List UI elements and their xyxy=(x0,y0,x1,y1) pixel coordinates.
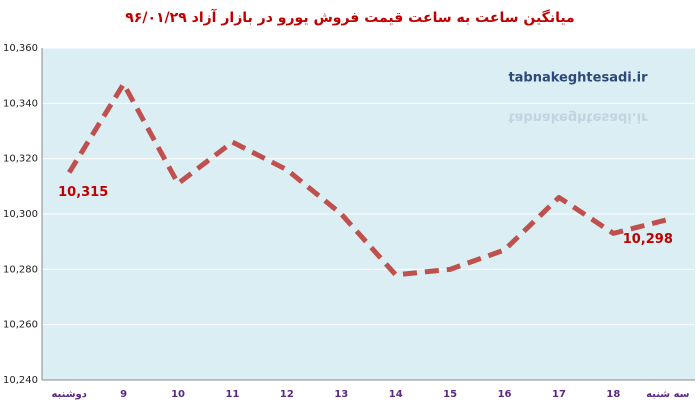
x-tick-label: 9 xyxy=(120,389,127,400)
data-label: 10,298 xyxy=(623,232,673,247)
x-tick-label: 13 xyxy=(334,389,348,400)
x-tick-label: 10 xyxy=(171,389,185,400)
line xyxy=(67,81,669,278)
watermark-reflection: tabnakeghtesadi.ir xyxy=(508,110,648,125)
x-tick-label: 17 xyxy=(552,389,566,400)
data-label: 10,315 xyxy=(58,185,108,200)
x-tick-label: 12 xyxy=(280,389,294,400)
y-tick-label: 10,280 xyxy=(3,264,38,275)
y-tick-label: 10,360 xyxy=(3,43,38,54)
y-tick-label: 10,300 xyxy=(3,209,38,220)
x-tick-label: سه شنبه xyxy=(646,389,690,400)
x-tick-label: 14 xyxy=(389,389,403,400)
y-tick-label: 10,320 xyxy=(3,154,38,165)
x-tick-label: 18 xyxy=(606,389,620,400)
y-tick-label: 10,260 xyxy=(3,320,38,331)
x-tick-label: دوشنبه xyxy=(51,389,86,400)
chart-title: میانگین ساعت به ساعت قیمت فروش یورو در ب… xyxy=(125,8,574,26)
watermark: tabnakeghtesadi.ir xyxy=(508,71,648,86)
y-tick-label: 10,240 xyxy=(3,375,38,386)
x-tick-label: 16 xyxy=(498,389,512,400)
y-tick-label: 10,340 xyxy=(3,98,38,109)
x-tick-label: 15 xyxy=(443,389,457,400)
x-tick-label: 11 xyxy=(225,389,239,400)
